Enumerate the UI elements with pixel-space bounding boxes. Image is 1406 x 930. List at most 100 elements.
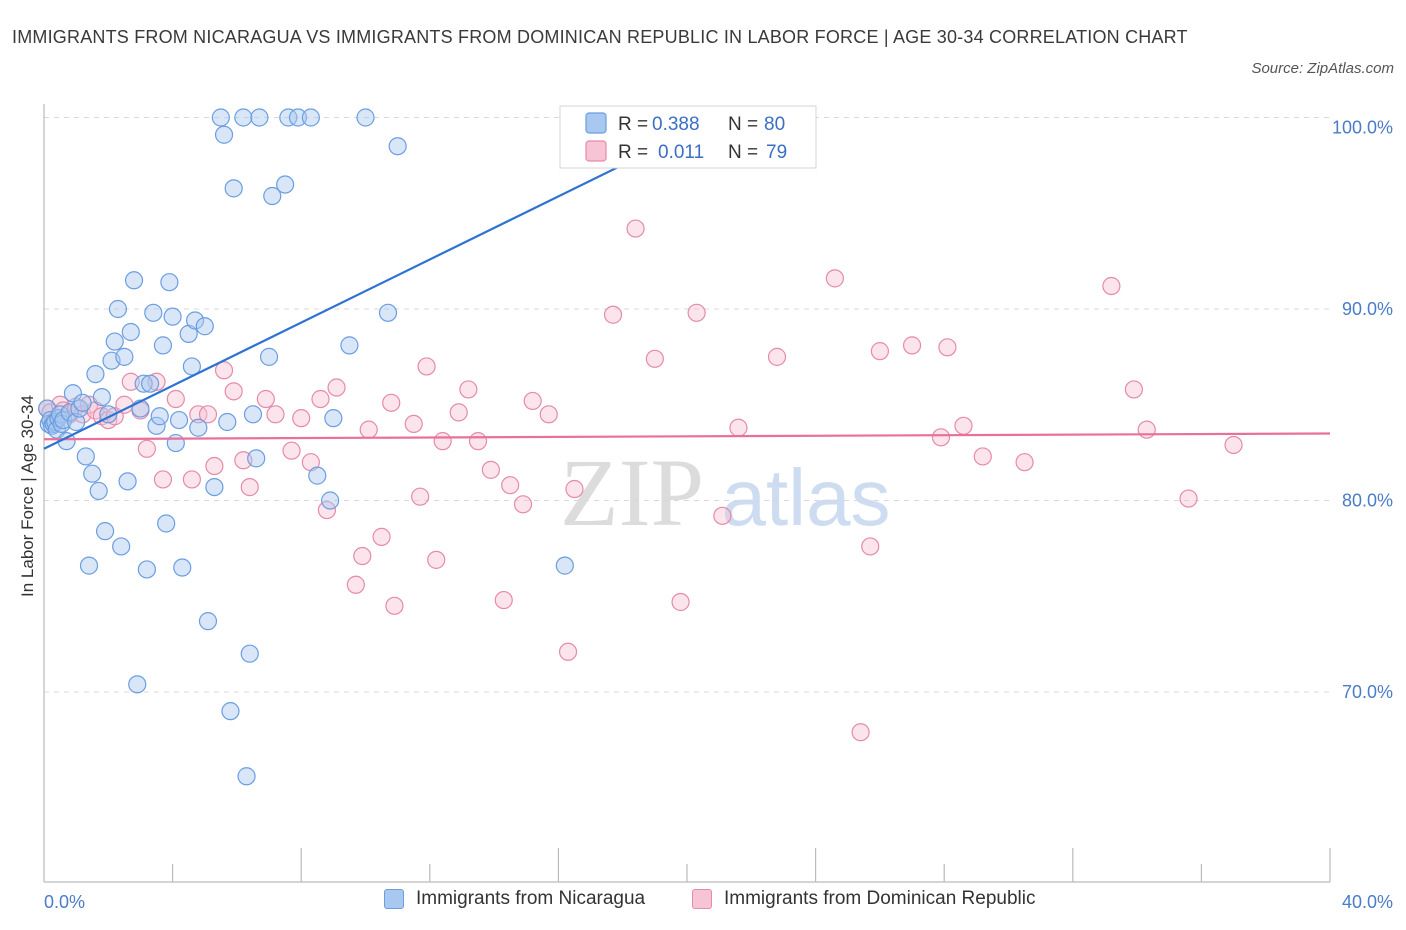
point-nicaragua xyxy=(115,347,134,366)
point-nicaragua xyxy=(73,393,92,412)
point-nicaragua xyxy=(173,558,192,577)
point-nicaragua xyxy=(555,556,574,575)
point-dominican-republic xyxy=(292,409,311,428)
legend-n-value-1: 80 xyxy=(764,114,785,135)
point-dominican-republic xyxy=(137,439,156,458)
point-nicaragua xyxy=(234,108,253,127)
point-nicaragua xyxy=(388,137,407,156)
point-nicaragua xyxy=(247,449,266,468)
y-tick-label: 70.0% xyxy=(1342,682,1393,702)
point-nicaragua xyxy=(237,767,256,786)
point-nicaragua xyxy=(276,175,295,194)
point-dominican-republic xyxy=(317,500,337,520)
point-nicaragua xyxy=(137,560,156,579)
x-tick-marks xyxy=(172,848,1331,882)
point-dominican-republic xyxy=(481,460,500,479)
point-nicaragua xyxy=(128,675,147,694)
svg-text:80: 80 xyxy=(764,114,785,135)
point-dominican-republic xyxy=(353,546,372,566)
point-nicaragua xyxy=(92,387,111,407)
point-nicaragua xyxy=(240,644,259,663)
point-dominican-republic xyxy=(603,305,623,324)
trend-line-nicaragua xyxy=(43,116,720,450)
point-nicaragua xyxy=(89,481,108,501)
point-dominican-republic xyxy=(494,590,513,610)
point-dominican-republic xyxy=(501,476,520,495)
legend-r-label-1: R = xyxy=(618,114,648,135)
series-legend: Immigrants from Nicaragua Immigrants fro… xyxy=(0,888,1406,916)
point-dominican-republic xyxy=(468,432,488,451)
point-dominican-republic xyxy=(382,393,401,412)
legend-item-dominican-republic: Immigrants from Dominican Republic xyxy=(692,888,1036,910)
point-nicaragua xyxy=(195,317,214,336)
point-dominican-republic xyxy=(729,418,748,437)
point-dominican-republic xyxy=(417,357,436,376)
series-dominican-republic-points xyxy=(38,219,1243,742)
point-dominican-republic xyxy=(224,382,243,401)
point-dominican-republic xyxy=(861,537,880,556)
y-tick-label: 100.0% xyxy=(1332,118,1393,138)
legend-swatch-pink xyxy=(585,140,607,162)
svg-text:0.011: 0.011 xyxy=(658,142,704,163)
point-nicaragua xyxy=(67,412,86,432)
point-nicaragua xyxy=(279,108,298,127)
point-nicaragua xyxy=(205,477,224,497)
svg-text:N =: N = xyxy=(728,114,758,135)
point-dominican-republic xyxy=(870,342,890,361)
point-dominican-republic xyxy=(166,389,185,409)
point-dominican-republic xyxy=(427,550,446,569)
point-nicaragua xyxy=(288,108,308,127)
point-nicaragua xyxy=(356,108,375,127)
point-dominican-republic xyxy=(523,391,542,411)
point-nicaragua xyxy=(79,556,99,575)
point-nicaragua xyxy=(169,410,189,430)
point-dominican-republic xyxy=(626,219,645,238)
watermark-atlas: atlas xyxy=(722,453,891,542)
point-nicaragua xyxy=(214,125,234,144)
point-nicaragua xyxy=(160,273,179,292)
legend-r-value-1: 0.388 xyxy=(652,114,700,135)
source-credit: Source: ZipAtlas.com xyxy=(1251,60,1394,77)
point-dominican-republic xyxy=(565,479,584,499)
y-tick-label: 80.0% xyxy=(1342,491,1393,511)
point-dominican-republic xyxy=(449,403,468,422)
legend-n-label-1: N = xyxy=(728,114,758,135)
point-dominican-republic xyxy=(327,378,346,397)
point-dominican-republic xyxy=(1179,489,1198,508)
svg-text:79: 79 xyxy=(766,142,787,163)
point-dominican-republic xyxy=(282,441,301,460)
point-dominican-republic xyxy=(825,269,844,288)
point-nicaragua xyxy=(86,365,105,384)
point-nicaragua xyxy=(301,108,320,127)
point-nicaragua xyxy=(150,407,169,426)
point-dominican-republic xyxy=(459,380,478,399)
point-nicaragua xyxy=(105,332,124,351)
point-dominican-republic xyxy=(1015,453,1034,472)
point-dominican-republic xyxy=(671,592,690,612)
point-nicaragua xyxy=(163,307,182,326)
point-nicaragua xyxy=(60,403,79,422)
svg-text:N =: N = xyxy=(728,142,758,163)
point-dominican-republic xyxy=(240,477,259,497)
stats-legend: R = 0.388 N = 80 R = 0.011 N = 79 xyxy=(559,105,817,169)
point-nicaragua xyxy=(186,311,205,330)
point-dominican-republic xyxy=(931,428,951,447)
point-dominican-republic xyxy=(385,596,404,615)
point-nicaragua xyxy=(121,322,140,342)
point-dominican-republic xyxy=(902,336,922,355)
legend-r-label-2: R = xyxy=(618,142,648,163)
point-nicaragua xyxy=(221,702,240,721)
point-dominican-republic xyxy=(214,361,234,380)
point-nicaragua xyxy=(112,537,131,556)
point-nicaragua xyxy=(83,464,102,483)
point-dominican-republic xyxy=(767,347,787,366)
point-nicaragua xyxy=(259,347,279,366)
chart-title: IMMIGRANTS FROM NICARAGUA VS IMMIGRANTS … xyxy=(12,27,1188,47)
point-nicaragua xyxy=(198,612,218,631)
point-nicaragua xyxy=(140,374,160,393)
legend-r-value-2: 0.011 xyxy=(658,142,704,163)
point-nicaragua xyxy=(147,416,166,435)
point-nicaragua xyxy=(324,409,343,428)
point-dominican-republic xyxy=(433,432,452,451)
